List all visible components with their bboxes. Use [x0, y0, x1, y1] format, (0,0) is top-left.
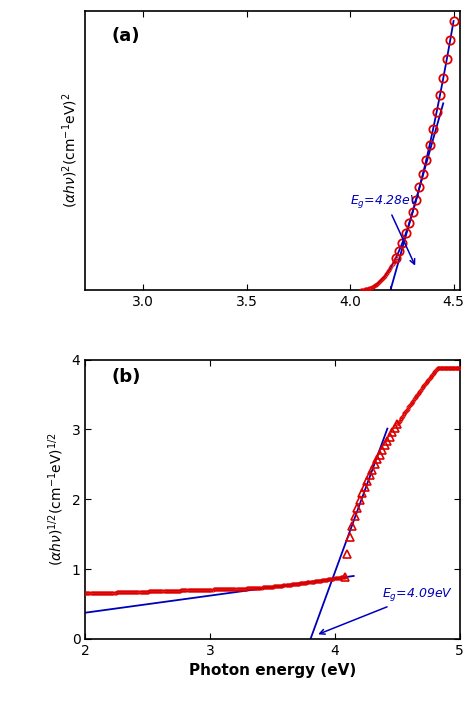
Y-axis label: $(\alpha h\nu)^2$(cm$^{-1}$eV)$^2$: $(\alpha h\nu)^2$(cm$^{-1}$eV)$^2$	[60, 93, 80, 208]
Text: (b): (b)	[111, 368, 141, 386]
X-axis label: Photon energy (eV): Photon energy (eV)	[189, 663, 356, 678]
Text: $E_g$=4.09eV: $E_g$=4.09eV	[320, 586, 454, 634]
Text: $E_g$=4.28eV: $E_g$=4.28eV	[350, 192, 421, 264]
Text: (a): (a)	[111, 27, 140, 46]
Y-axis label: $(\alpha h\nu)^{1/2}$(cm$^{-1}$eV)$^{1/2}$: $(\alpha h\nu)^{1/2}$(cm$^{-1}$eV)$^{1/2…	[46, 432, 66, 566]
